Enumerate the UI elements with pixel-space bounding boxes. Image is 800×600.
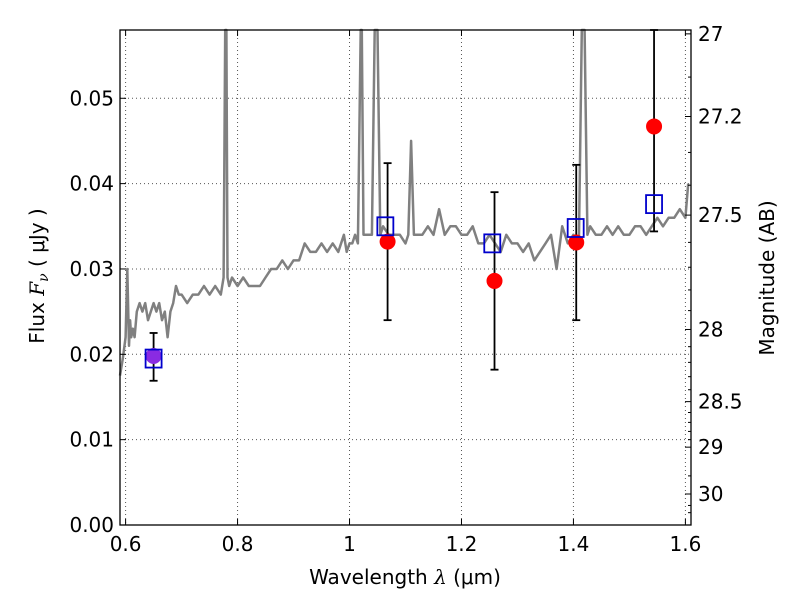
magnitude-axis-label: Magnitude (AB) [755, 200, 779, 355]
observed-point [568, 234, 585, 251]
model-square [566, 218, 585, 238]
model-square [144, 348, 163, 369]
y-tick-label: 0.04 [69, 172, 114, 196]
observed-point [145, 348, 162, 365]
model-points [144, 194, 663, 369]
x-tick-label: 1 [343, 532, 356, 556]
mag-tick-label: 28 [698, 317, 723, 341]
observed-point [379, 233, 396, 250]
mag-tick-label: 27.5 [698, 203, 743, 227]
y-tick-label: 0.01 [69, 428, 114, 452]
grid [120, 30, 691, 525]
x-tick-label: 0.8 [222, 532, 254, 556]
x-tick-label: 1.4 [558, 532, 590, 556]
model-square [376, 216, 395, 237]
observed-point [486, 272, 503, 289]
x-tick-label: 1.6 [669, 532, 701, 556]
x-tick-label: 1.2 [446, 532, 478, 556]
spectrum-series [118, 28, 690, 376]
mag-tick-label: 28.5 [698, 390, 743, 414]
plot-frame [119, 29, 692, 526]
y-tick-label: 0.03 [69, 257, 114, 281]
mag-tick-label: 27.2 [698, 104, 743, 128]
observed-point [646, 118, 663, 135]
mag-tick-label: 30 [698, 482, 723, 506]
model-square [645, 194, 663, 215]
x-axis-label: Wavelength λ (μm) [309, 565, 501, 589]
observed-points [145, 118, 663, 365]
mag-tick-label: 29 [698, 435, 723, 459]
mag-tick-label: 27 [698, 22, 723, 46]
spectrum-line [118, 28, 690, 376]
x-tick-label: 0.6 [110, 532, 142, 556]
y-tick-label: 0.00 [69, 513, 114, 537]
y-axis-label: Flux Fν ( μJy ) [25, 208, 52, 343]
axis-ticks: 0.6 0.8 1 1.2 1.4 1.6 0.00 0.01 0.02 0.03 0.04 0.05… [69, 22, 742, 556]
model-square [483, 233, 502, 254]
y-tick-label: 0.02 [69, 342, 114, 366]
y-tick-label: 0.05 [69, 86, 114, 110]
